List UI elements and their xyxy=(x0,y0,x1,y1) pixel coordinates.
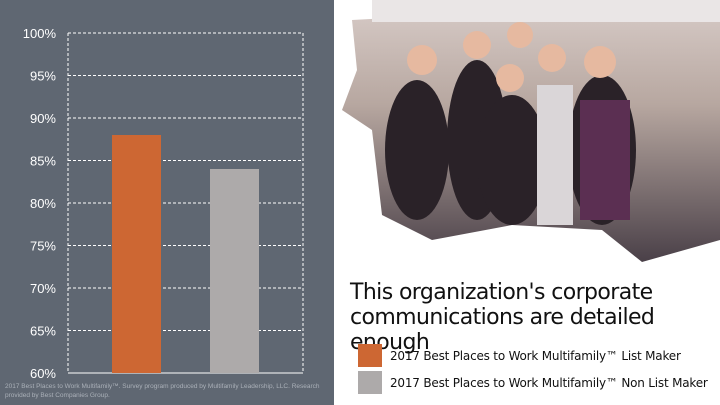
y-tick-label: 90% xyxy=(30,111,56,126)
y-tick-label: 65% xyxy=(30,324,56,339)
bar-1 xyxy=(210,169,259,373)
y-tick-label: 95% xyxy=(30,69,56,84)
bar-chart: 60% 65% 70% 75% 80% 85% 90% 95% 100% xyxy=(23,26,304,381)
legend-swatch-gray xyxy=(358,371,382,394)
y-tick-label: 60% xyxy=(30,366,56,381)
chart-title: This organization's corporate communicat… xyxy=(350,280,655,355)
legend-label: 2017 Best Places to Work Multifamily™ Li… xyxy=(390,348,681,363)
source-note: 2017 Best Places to Work Multifamily™. S… xyxy=(5,383,320,399)
bar-0 xyxy=(112,135,161,373)
group-photo-image xyxy=(342,0,720,262)
legend-swatch-orange xyxy=(358,344,382,367)
y-tick-label: 100% xyxy=(23,26,57,41)
legend-item-list-maker: 2017 Best Places to Work Multifamily™ Li… xyxy=(358,344,681,367)
legend-label: 2017 Best Places to Work Multifamily™ No… xyxy=(390,375,708,390)
y-tick-label: 75% xyxy=(30,239,56,254)
y-tick-label: 70% xyxy=(30,281,56,296)
y-tick-label: 80% xyxy=(30,196,56,211)
y-tick-label: 85% xyxy=(30,154,56,169)
legend-item-non-list-maker: 2017 Best Places to Work Multifamily™ No… xyxy=(358,371,708,394)
